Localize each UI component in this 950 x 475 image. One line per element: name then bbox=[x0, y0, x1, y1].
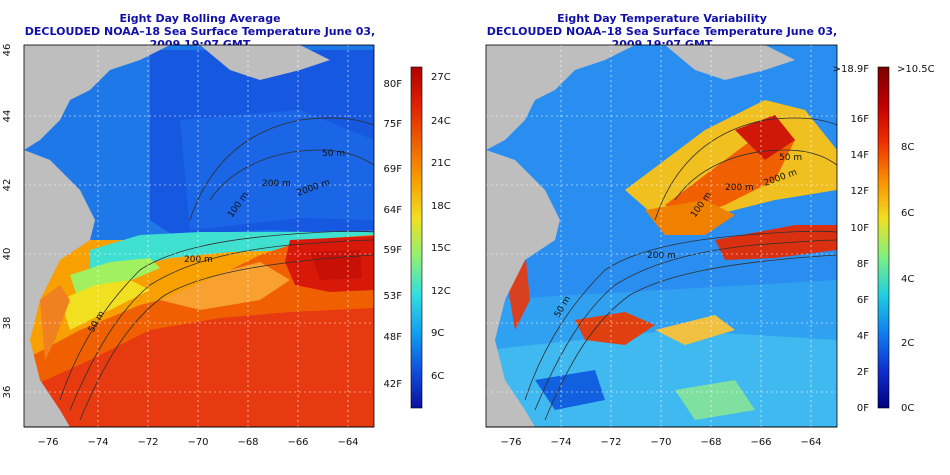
right-colorbar-c-labels: >10.5C 8C 6C 4C 2C 0C bbox=[897, 64, 935, 414]
land-new-england bbox=[486, 45, 635, 150]
land-nova-scotia bbox=[200, 45, 330, 80]
right-x-axis: −76 −74 −72 −70 −68 −66 −64 bbox=[486, 426, 837, 448]
contour-label: 50 m bbox=[322, 149, 345, 159]
y-tick-label: 40 bbox=[475, 248, 476, 261]
right-variability-map: 50 m 200 m 100 m 2000 m 200 m 50 m −76 −… bbox=[475, 44, 935, 448]
land-mid-atlantic bbox=[486, 150, 560, 427]
colorbar-f-label: 10F bbox=[851, 223, 870, 234]
right-colorbar bbox=[877, 66, 890, 409]
x-tick-label: −74 bbox=[550, 437, 571, 448]
right-graticule bbox=[486, 45, 837, 427]
colorbar-c-label: 0C bbox=[901, 403, 914, 414]
x-tick-label: −76 bbox=[37, 437, 58, 448]
land-mid-atlantic bbox=[24, 150, 95, 427]
x-tick-label: −74 bbox=[87, 437, 108, 448]
left-depth-contours bbox=[59, 117, 374, 421]
left-colorbar-f-labels: 80F 75F 69F 64F 59F 53F 48F 42F bbox=[384, 79, 403, 390]
x-tick-label: −72 bbox=[137, 437, 158, 448]
colorbar-f-label: 59F bbox=[384, 245, 403, 256]
colorbar-c-label: 6C bbox=[431, 371, 444, 382]
colorbar-c-label: >10.5C bbox=[897, 64, 935, 75]
y-tick-label: 40 bbox=[2, 248, 13, 261]
colorbar-c-label: 2C bbox=[901, 338, 914, 349]
right-depth-contours bbox=[524, 117, 837, 421]
left-sst-map: 50 m 200 m 100 m 2000 m 200 m 50 m −76 −… bbox=[2, 44, 451, 448]
colorbar-f-label: 48F bbox=[384, 332, 403, 343]
colorbar-f-label: 16F bbox=[851, 114, 870, 125]
land-new-england bbox=[24, 45, 170, 150]
right-y-axis: 36 38 40 42 44 46 bbox=[475, 44, 476, 399]
contour-label: 200 m bbox=[184, 255, 213, 265]
colorbar-f-label: 0F bbox=[857, 403, 869, 414]
y-tick-label: 38 bbox=[2, 317, 13, 330]
left-map-canvas bbox=[24, 45, 374, 427]
colorbar-f-label: 4F bbox=[857, 331, 869, 342]
y-tick-label: 42 bbox=[2, 179, 13, 192]
colorbar-f-label: 80F bbox=[384, 79, 403, 90]
colorbar-f-label: 75F bbox=[384, 119, 403, 130]
x-tick-label: −66 bbox=[750, 437, 771, 448]
contour-label: 200 m bbox=[725, 183, 754, 193]
contour-label: 50 m bbox=[779, 153, 802, 163]
y-tick-label: 44 bbox=[2, 110, 13, 123]
y-tick-label: 46 bbox=[2, 44, 13, 57]
y-tick-label: 36 bbox=[475, 386, 476, 399]
left-map-title: Eight Day Rolling Average bbox=[119, 12, 281, 25]
x-tick-label: −68 bbox=[237, 437, 258, 448]
contour-label: 200 m bbox=[262, 179, 291, 189]
colorbar-c-label: 6C bbox=[901, 208, 914, 219]
colorbar-c-label: 24C bbox=[431, 116, 451, 127]
x-tick-label: −72 bbox=[600, 437, 621, 448]
contour-label: 200 m bbox=[647, 251, 676, 261]
x-tick-label: −66 bbox=[287, 437, 308, 448]
colorbar-c-label: 21C bbox=[431, 158, 451, 169]
colorbar-f-label: >18.9F bbox=[833, 64, 870, 75]
x-tick-label: −70 bbox=[187, 437, 208, 448]
left-colorbar-c-labels: 27C 24C 21C 18C 15C 12C 9C 6C bbox=[431, 72, 451, 382]
y-tick-label: 44 bbox=[475, 110, 476, 123]
y-tick-label: 36 bbox=[2, 386, 13, 399]
right-map-title: Eight Day Temperature Variability bbox=[557, 12, 767, 25]
right-colorbar-f-labels: >18.9F 16F 14F 12F 10F 8F 6F 4F 2F 0F bbox=[833, 64, 870, 414]
colorbar-c-label: 9C bbox=[431, 328, 444, 339]
x-tick-label: −76 bbox=[500, 437, 521, 448]
x-tick-label: −64 bbox=[800, 437, 821, 448]
colorbar-f-label: 69F bbox=[384, 164, 403, 175]
colorbar-c-label: 27C bbox=[431, 72, 451, 83]
colorbar-f-label: 2F bbox=[857, 367, 869, 378]
left-y-axis: 36 38 40 42 44 46 bbox=[2, 44, 13, 399]
colorbar-f-label: 8F bbox=[857, 259, 869, 270]
land-nova-scotia bbox=[665, 45, 795, 80]
colorbar-c-label: 12C bbox=[431, 286, 451, 297]
left-x-axis: −76 −74 −72 −70 −68 −66 −64 bbox=[24, 426, 374, 448]
x-tick-label: −70 bbox=[650, 437, 671, 448]
left-graticule bbox=[24, 45, 374, 427]
right-map-canvas bbox=[486, 45, 837, 427]
colorbar-f-label: 6F bbox=[857, 295, 869, 306]
colorbar-f-label: 64F bbox=[384, 205, 403, 216]
y-tick-label: 42 bbox=[475, 179, 476, 192]
colorbar-f-label: 12F bbox=[851, 186, 870, 197]
colorbar-f-label: 42F bbox=[384, 379, 403, 390]
colorbar-c-label: 8C bbox=[901, 142, 914, 153]
y-tick-label: 38 bbox=[475, 317, 476, 330]
colorbar-f-label: 14F bbox=[851, 150, 870, 161]
colorbar-c-label: 4C bbox=[901, 274, 914, 285]
left-colorbar bbox=[410, 66, 423, 409]
colorbar-c-label: 18C bbox=[431, 201, 451, 212]
colorbar-f-label: 53F bbox=[384, 291, 403, 302]
colorbar-c-label: 15C bbox=[431, 243, 451, 254]
x-tick-label: −64 bbox=[337, 437, 358, 448]
y-tick-label: 46 bbox=[475, 44, 476, 57]
x-tick-label: −68 bbox=[700, 437, 721, 448]
